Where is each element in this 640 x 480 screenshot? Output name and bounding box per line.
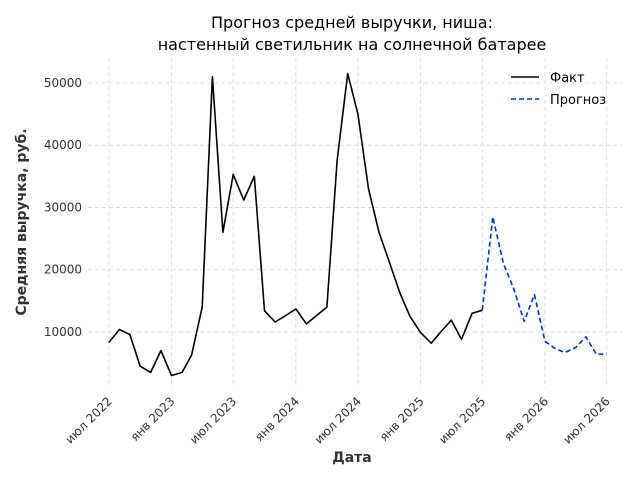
forecast-series-line xyxy=(481,216,607,356)
x-tick-label: янв 2024 xyxy=(252,394,302,444)
grid xyxy=(88,58,622,388)
x-tick-label: янв 2025 xyxy=(377,394,427,444)
x-tick-label: июл 2022 xyxy=(63,394,115,446)
legend-label: Факт xyxy=(550,71,585,86)
y-tick-label: 20000 xyxy=(44,263,82,277)
series-lines xyxy=(108,72,607,377)
x-tick-label: июл 2026 xyxy=(561,394,613,446)
legend-label: Прогноз xyxy=(550,93,606,108)
x-tick-label: июл 2023 xyxy=(187,394,239,446)
x-axis-ticks: июл 2022 янв 2023 июл 2023 янв 2024 июл 2024… xyxy=(63,394,613,446)
y-axis-ticks: 10000 20000 30000 40000 50000 xyxy=(44,76,82,339)
y-tick-label: 30000 xyxy=(44,200,82,214)
legend: Факт Прогноз xyxy=(511,71,606,108)
x-tick-label: янв 2026 xyxy=(501,394,551,444)
y-tick-label: 10000 xyxy=(44,325,82,339)
y-tick-label: 40000 xyxy=(44,138,82,152)
x-axis-label: Дата xyxy=(332,450,371,466)
x-tick-label: июл 2024 xyxy=(312,394,364,446)
chart-title: Прогноз средней выручки, ниша: xyxy=(211,13,493,32)
y-tick-label: 50000 xyxy=(44,76,82,90)
chart-subtitle: настенный светильник на солнечной батаре… xyxy=(158,35,547,54)
actual-series-line xyxy=(108,72,483,377)
x-tick-label: июл 2025 xyxy=(436,394,488,446)
x-tick-label: янв 2023 xyxy=(128,394,178,444)
y-axis-label: Средняя выручка, руб. xyxy=(14,128,30,315)
